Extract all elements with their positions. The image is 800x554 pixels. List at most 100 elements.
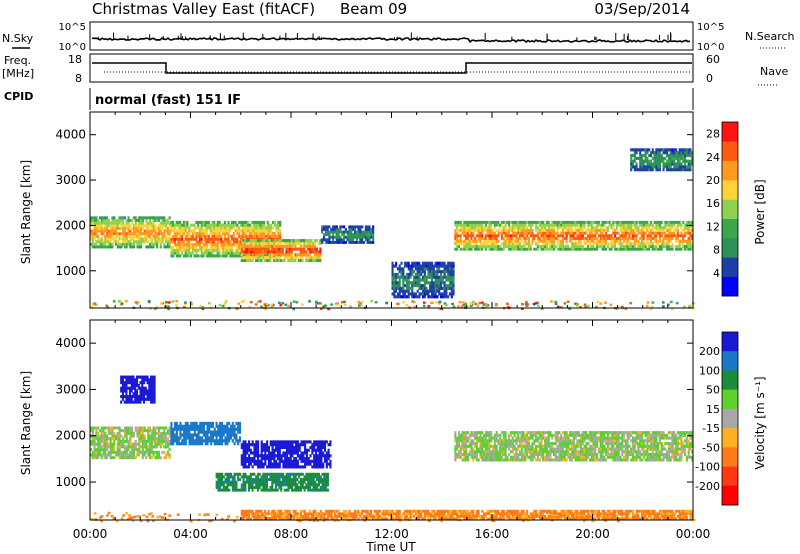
power-echo-cell (312, 241, 315, 246)
power-echo-cell (177, 254, 180, 258)
power-echo-cell (522, 242, 525, 246)
power-echo-cell (141, 240, 144, 244)
power-echo-cell (583, 226, 586, 230)
power-echo-cell (254, 234, 257, 238)
vel-echo-cell (95, 434, 98, 438)
power-echo-cell (535, 223, 538, 227)
power-echo-cell (172, 229, 175, 233)
vel-echo-cell (125, 386, 128, 390)
power-echo-cell (588, 245, 591, 248)
power-echo-cell (624, 247, 627, 251)
vel-echo-cell (118, 448, 121, 452)
vel-echo-cell (295, 443, 298, 447)
vel-echo-cell (125, 400, 128, 404)
vel-echo-cell (296, 462, 299, 466)
power-echo-cell (439, 270, 443, 274)
power-echo-cell (624, 307, 628, 310)
power-echo-cell (414, 261, 417, 265)
power-echo-cell (448, 261, 452, 265)
power-echo-cell (500, 242, 504, 246)
power-echo-cell (542, 234, 545, 238)
power-echo-cell (544, 223, 547, 227)
vel-echo-cell (257, 445, 260, 450)
power-echo-cell (111, 242, 114, 246)
vel-echo-cell (166, 445, 169, 449)
vel-echo-cell (253, 457, 256, 461)
power-echo-cell (479, 245, 482, 248)
power-echo-cell (255, 256, 258, 260)
vel-echo-cell (219, 421, 222, 426)
power-echo-cell (177, 251, 180, 255)
vel-echo-cell (304, 440, 307, 444)
power-echo-cell (305, 241, 308, 246)
power-echo-cell (497, 245, 500, 248)
power-echo-cell (287, 304, 291, 308)
power-echo-cell (669, 234, 672, 238)
vel-echo-cell (163, 450, 166, 454)
power-echo-cell (536, 245, 539, 248)
power-echo-cell (423, 286, 426, 290)
power-echo-cell (258, 239, 261, 243)
power-echo-cell (619, 242, 622, 246)
power-echo-cell (170, 254, 173, 258)
vel-echo-cell (127, 397, 130, 401)
power-echo-cell (204, 237, 207, 241)
power-echo-cell (669, 300, 673, 304)
power-colorbar-swatch (722, 199, 738, 219)
power-echo-cell (560, 231, 563, 235)
vel-echo-cell (296, 445, 299, 450)
power-echo-cell (587, 234, 590, 238)
power-echo-cell (655, 165, 658, 169)
power-echo-cell (255, 239, 258, 243)
vel-echo-cell (251, 443, 254, 447)
vel-echo-cell (257, 440, 260, 444)
power-echo-cell (669, 168, 672, 172)
vel-echo-cell (224, 427, 227, 431)
power-echo-cell (111, 229, 114, 233)
power-echo-cell (145, 232, 148, 236)
power-echo-cell (524, 228, 527, 232)
power-echo-cell (372, 235, 375, 239)
power-echo-cell (472, 226, 475, 230)
power-echo-cell (596, 228, 599, 232)
power-echo-cell (190, 234, 193, 238)
power-echo-cell (434, 295, 437, 299)
power-echo-cell (247, 253, 250, 257)
vel-echo-cell (174, 424, 177, 428)
power-echo-cell (689, 159, 692, 163)
power-echo-cell (669, 220, 672, 224)
power-echo-cell (127, 229, 130, 233)
power-echo-cell (660, 148, 663, 152)
vel-echo-cell (289, 448, 292, 452)
vel-echo-cell (246, 465, 249, 469)
vel-echo-cell (244, 440, 247, 444)
power-echo-cell (597, 223, 600, 227)
power-echo-cell (276, 244, 279, 248)
power-echo-cell (556, 228, 559, 232)
vel-echo-cell (100, 456, 103, 460)
power-echo-cell (472, 220, 475, 224)
power-echo-cell (123, 234, 127, 238)
power-echo-cell (190, 223, 193, 227)
power-echo-cell (488, 239, 491, 243)
vel-echo-cell (247, 457, 251, 461)
power-echo-cell (288, 244, 292, 248)
vel-echo-cell (145, 445, 148, 449)
vel-echo-cell (260, 451, 263, 455)
power-echo-cell (691, 156, 694, 160)
power-echo-cell (255, 250, 258, 254)
power-echo-cell (306, 256, 309, 260)
power-echo-cell (655, 168, 658, 172)
power-echo-cell (407, 286, 410, 290)
power-echo-cell (481, 228, 484, 232)
power-echo-cell (545, 231, 548, 235)
power-echo-cell (370, 240, 373, 244)
vel-echo-cell (276, 462, 280, 466)
power-echo-cell (407, 261, 410, 265)
power-echo-cell (393, 295, 396, 299)
vel-echo-cell (148, 429, 152, 433)
power-echo-cell (560, 247, 563, 251)
vel-echo-cell (111, 429, 114, 433)
power-echo-cell (236, 251, 239, 255)
power-echo-cell (315, 258, 318, 263)
